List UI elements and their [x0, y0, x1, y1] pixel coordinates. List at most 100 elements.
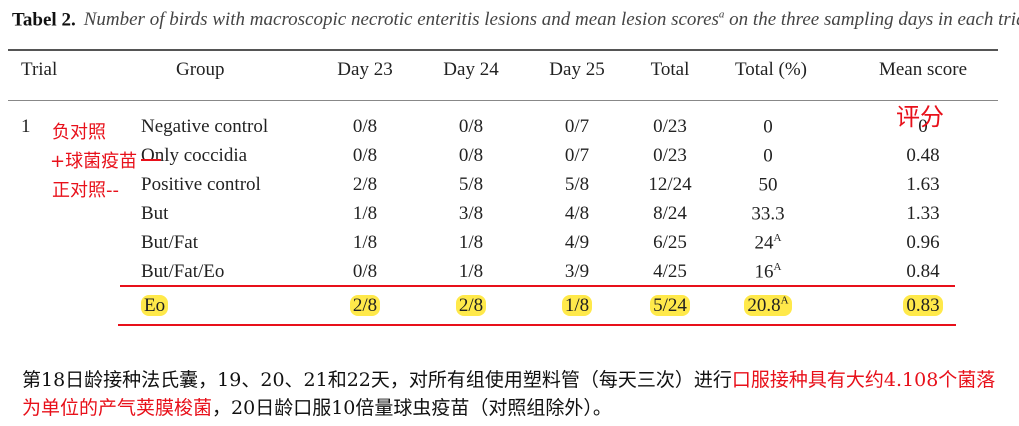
caption-label: Tabel 2.	[12, 9, 76, 31]
cell-total-pct: 0	[723, 116, 813, 138]
cell-mean-score: 1.63	[906, 174, 940, 195]
cell-day25: 4/8	[564, 203, 590, 224]
cell-mean-score: 0	[918, 116, 928, 137]
table-row: But/Fat 1/8 1/8 4/9 6/25 24A 0.96	[0, 232, 1019, 262]
highlight-mark: 0.83	[903, 295, 943, 316]
cell-mean-score: 0.48	[906, 145, 940, 166]
cell-day24: 0/8	[458, 145, 484, 166]
table-header-rule	[8, 100, 998, 101]
cell-mean-score: 0.96	[906, 232, 940, 253]
cell-day25: 4/9	[564, 232, 590, 253]
cell-total: 8/24	[653, 203, 687, 224]
cell-total: 12/24	[648, 174, 692, 195]
table-row: But/Fat/Eo 0/8 1/8 3/9 4/25 16A 0.84	[0, 261, 1019, 291]
footnote-red: 口服接种具有大约4.108个菌落为单位的产气荚膜梭菌	[22, 369, 996, 419]
table-row: But 1/8 3/8 4/8 8/24 33.3 1.33	[0, 203, 1019, 233]
cell-mean-score: 0.84	[906, 261, 940, 282]
caption-text-main: Number of birds with macroscopic necroti…	[83, 9, 719, 31]
highlight-mark: 2/8	[455, 295, 487, 316]
cell-day25: 0/7	[564, 145, 590, 166]
pct-sup: A	[773, 232, 782, 244]
pct-value: 24	[754, 232, 774, 254]
cell-total: 5/24	[625, 295, 715, 317]
caption-sup: a	[718, 9, 725, 21]
cell-day23: 0/8	[352, 261, 378, 282]
cell-mean-score: 1.33	[906, 203, 940, 224]
footnote-part1: 第18日龄接种法氏囊，19、20、21和22天，对所有组使用塑料管（每天三次）进…	[22, 369, 732, 391]
cell-day24: 3/8	[458, 203, 484, 224]
cell-day23: 0/8	[352, 145, 378, 166]
pct-value: 20.8	[747, 295, 781, 317]
cell-group: Eo	[141, 295, 169, 317]
cell-day24: 1/8	[458, 232, 484, 253]
header-total: Total	[650, 59, 690, 80]
highlight-mark: 2/8	[349, 295, 381, 316]
cell-group: Positive control	[141, 174, 261, 195]
pct-sup: A	[780, 295, 789, 307]
cell-mean-score: 0.83	[878, 295, 968, 317]
cell-total-pct: 20.8A	[723, 295, 813, 317]
cell-group: But	[141, 203, 169, 224]
cell-day23: 2/8	[320, 295, 410, 317]
table-header-row: Trial Group Day 23 Day 24 Day 25 Total T…	[0, 59, 1019, 89]
cell-trial: 1	[21, 116, 31, 137]
highlight-mark: Eo	[141, 295, 169, 316]
cell-day25: 1/8	[532, 295, 622, 317]
cell-day23: 0/8	[352, 116, 378, 137]
cell-group: Only coccidia	[141, 145, 248, 166]
cell-day23: 1/8	[352, 232, 378, 253]
underline-upper	[120, 285, 955, 287]
header-mean-score: Mean score	[878, 59, 968, 80]
underline-lower	[118, 324, 956, 326]
pct-sup: A	[773, 261, 782, 273]
header-trial: Trial	[21, 59, 58, 80]
header-day25: Day 25	[549, 59, 605, 80]
pct-value: 16	[754, 261, 774, 283]
footnote-part2: ，20日龄口服10倍量球虫疫苗（对照组除外）。	[212, 397, 612, 419]
cell-total-pct: 0	[723, 145, 813, 167]
cell-total: 0/23	[653, 116, 687, 137]
highlight-mark: 1/8	[561, 295, 593, 316]
highlight-mark: 5/24	[650, 295, 690, 316]
cell-day23: 1/8	[352, 203, 378, 224]
cell-group: Negative control	[141, 116, 269, 137]
strike-mark	[141, 159, 161, 161]
annotation-score: 评分	[896, 103, 944, 131]
cell-day25: 0/7	[564, 116, 590, 137]
cell-total: 4/25	[653, 261, 687, 282]
cell-day24: 5/8	[458, 174, 484, 195]
cell-total-pct: 50	[723, 174, 813, 196]
table-row: Only coccidia 0/8 0/8 0/7 0/23 0 0.48	[0, 145, 1019, 175]
table-row: 1 Negative control 0/8 0/8 0/7 0/23 0 0	[0, 116, 1019, 146]
cell-day23: 2/8	[352, 174, 378, 195]
cell-day25: 3/9	[564, 261, 590, 282]
pct-value: 50	[758, 174, 778, 196]
annotation-negative-control: 负对照	[52, 122, 106, 143]
caption-text: Number of birds with macroscopic necroti…	[84, 9, 1019, 30]
cell-total-pct: 24A	[723, 232, 813, 254]
highlight-mark: 20.8A	[744, 295, 792, 317]
cell-day24: 1/8	[458, 261, 484, 282]
header-total-pct: Total (%)	[734, 59, 807, 80]
table-row-highlighted: Eo 2/8 2/8 1/8 5/24 20.8A 0.83	[0, 295, 1019, 325]
cell-group: But/Fat/Eo	[141, 261, 225, 282]
pct-value: 33.3	[751, 203, 785, 225]
caption-text-tail: on the three sampling days in each trial	[724, 9, 1019, 31]
cell-day25: 5/8	[564, 174, 590, 195]
cell-total-pct: 16A	[723, 261, 813, 283]
cell-day24: 0/8	[458, 116, 484, 137]
table-caption: Tabel 2. Number of birds with macroscopic…	[12, 9, 1019, 31]
cell-total-pct: 33.3	[723, 203, 813, 225]
footnote: 第18日龄接种法氏囊，19、20、21和22天，对所有组使用塑料管（每天三次）进…	[22, 366, 1012, 422]
cell-group: But/Fat	[141, 232, 199, 253]
annotation-positive-control: 正对照--	[52, 180, 119, 201]
cell-total: 6/25	[653, 232, 687, 253]
cell-total: 0/23	[653, 145, 687, 166]
cell-day24: 2/8	[426, 295, 516, 317]
table-row: Positive control 2/8 5/8 5/8 12/24 50 1.…	[0, 174, 1019, 204]
header-group: Group	[176, 59, 225, 80]
pct-value: 0	[763, 145, 773, 167]
annotation-coccidia-vaccine: +球菌疫苗	[50, 151, 138, 172]
header-day23: Day 23	[337, 59, 393, 80]
header-day24: Day 24	[443, 59, 499, 80]
